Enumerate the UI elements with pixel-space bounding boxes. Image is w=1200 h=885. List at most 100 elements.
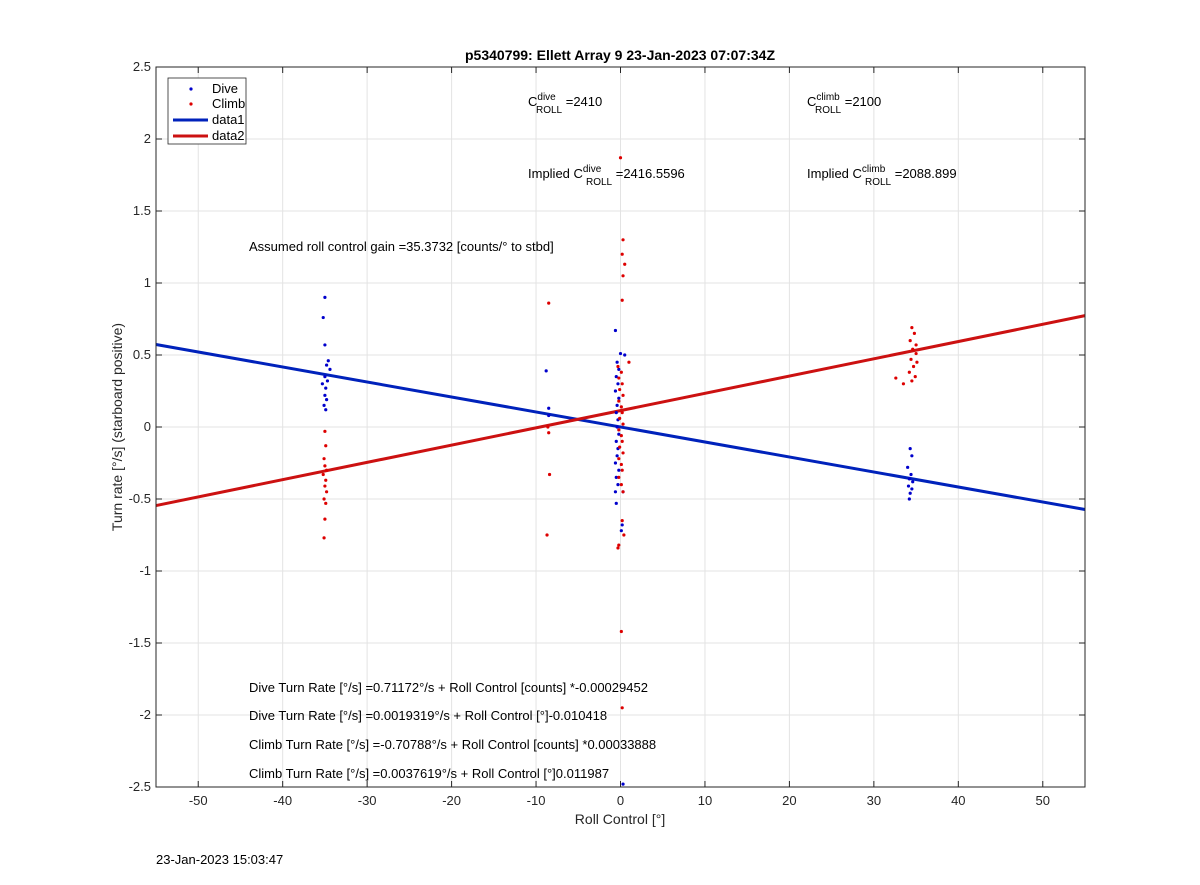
implied-climb-sup: climb (862, 164, 886, 175)
dive-point (616, 483, 620, 487)
dive-point (320, 382, 324, 386)
implied-climb-value: =2088.899 (891, 166, 956, 181)
climb-point (619, 370, 623, 374)
climb-point (617, 428, 621, 432)
climb-equation-degrees: Climb Turn Rate [°/s] =0.0037619°/s + Ro… (249, 766, 609, 781)
implied-dive-value: =2416.5596 (612, 166, 685, 181)
climb-point (620, 706, 624, 710)
dive-equation-degrees: Dive Turn Rate [°/s] =0.0019319°/s + Rol… (249, 708, 607, 723)
y-axis-label: Turn rate [°/s] (starboard positive) (109, 323, 125, 531)
climb-point (620, 439, 624, 443)
climb-point (323, 464, 327, 468)
climb-point (323, 484, 327, 488)
legend-dive-marker (189, 87, 193, 91)
climb-point (621, 490, 625, 494)
climb-point (617, 543, 621, 547)
dive-point (325, 379, 330, 383)
climb-point (621, 274, 625, 278)
climb-point (322, 536, 326, 540)
climb-point (617, 376, 621, 380)
y-tick-label: 2.5 (133, 59, 151, 74)
dive-point (614, 411, 618, 415)
climb-point (623, 262, 627, 266)
climb-point (620, 519, 624, 523)
dive-point (324, 398, 329, 402)
climb-point (620, 411, 624, 415)
dive-point (621, 782, 625, 786)
y-tick-label: 1 (144, 275, 151, 290)
legend-climb-marker (189, 102, 193, 106)
climb-point (617, 399, 621, 403)
climb-point (619, 434, 623, 438)
dive-point (907, 477, 911, 481)
climb-point (324, 468, 329, 472)
climb-point (619, 405, 623, 409)
legend-data1-label: data1 (212, 112, 245, 127)
climb-point (323, 517, 327, 521)
legend-climb-label: Climb (212, 96, 245, 111)
climb-point (618, 416, 622, 420)
climb-point (621, 238, 625, 242)
roll-gain-annotation: Assumed roll control gain =35.3732 [coun… (249, 239, 554, 254)
dive-point (614, 375, 618, 379)
dive-point (613, 389, 618, 393)
c-roll-dive-annotation: Cdive ROLL =2410 (528, 92, 602, 116)
dive-point (613, 490, 618, 494)
climb-point (321, 472, 325, 477)
climb-point (621, 451, 625, 455)
x-tick-label: 40 (951, 793, 965, 808)
climb-point (620, 382, 624, 386)
climb-point (911, 364, 916, 369)
dive-point (322, 403, 326, 407)
dive-point (615, 425, 619, 429)
climb-point (616, 364, 620, 369)
climb-point (547, 431, 551, 435)
dive-point (614, 475, 618, 479)
climb-point (618, 387, 622, 392)
dive-point (615, 403, 619, 407)
climb-point (620, 468, 624, 472)
c-roll-dive-symbol: C (528, 94, 537, 109)
climb-point (914, 351, 918, 356)
dive-point (323, 295, 327, 299)
y-tick-label: 1.5 (133, 203, 151, 218)
legend-dive-label: Dive (212, 81, 238, 96)
fit-line-data1 (155, 343, 1086, 511)
implied-climb-prefix: Implied C (807, 166, 862, 181)
climb-point (913, 375, 917, 379)
c-roll-dive-sub: ROLL (536, 105, 563, 116)
dive-point (321, 315, 325, 320)
dive-point (909, 472, 913, 477)
dive-point (547, 413, 551, 418)
x-tick-label: -10 (527, 793, 546, 808)
y-tick-label: 0 (144, 419, 151, 434)
y-tick-label: -0.5 (129, 491, 151, 506)
c-roll-climb-symbol: C (807, 94, 816, 109)
climb-point (915, 360, 919, 364)
dive-point (613, 328, 618, 333)
x-tick-label: 50 (1036, 793, 1050, 808)
climb-point (909, 357, 913, 361)
dive-point (323, 393, 327, 397)
climb-point (324, 478, 328, 482)
axis-ticks: -50 -40 -30 -20 -10 0 10 20 30 40 50 2.5 2 1.5 1 0.5 0 -0… (129, 59, 1085, 808)
implied-c-roll-climb-annotation: Implied Cclimb ROLL =2088.899 (807, 164, 957, 188)
climb-point (911, 347, 915, 351)
x-axis-label: Roll Control [°] (575, 811, 665, 827)
legend-box (167, 77, 247, 145)
climb-point (547, 301, 551, 305)
climb-point (894, 376, 898, 380)
dive-point (547, 406, 551, 410)
legend-data2-label: data2 (212, 128, 245, 143)
climb-point (618, 445, 622, 449)
climb-point (914, 343, 918, 347)
climb-point (324, 444, 328, 448)
c-roll-climb-annotation: Cclimb ROLL =2100 (807, 92, 881, 116)
c-roll-dive-sup: dive (537, 92, 556, 103)
climb-point (620, 298, 624, 302)
climb-point (617, 457, 621, 461)
implied-c-roll-dive-annotation: Implied Cdive ROLL =2416.5596 (528, 164, 685, 188)
fit-lines (155, 314, 1086, 511)
c-roll-climb-sub: ROLL (815, 105, 842, 116)
dive-point (615, 454, 619, 458)
